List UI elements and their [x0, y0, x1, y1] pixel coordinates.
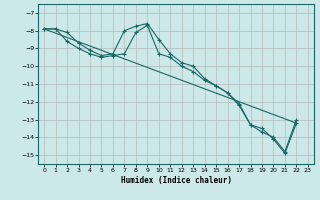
X-axis label: Humidex (Indice chaleur): Humidex (Indice chaleur): [121, 176, 231, 185]
